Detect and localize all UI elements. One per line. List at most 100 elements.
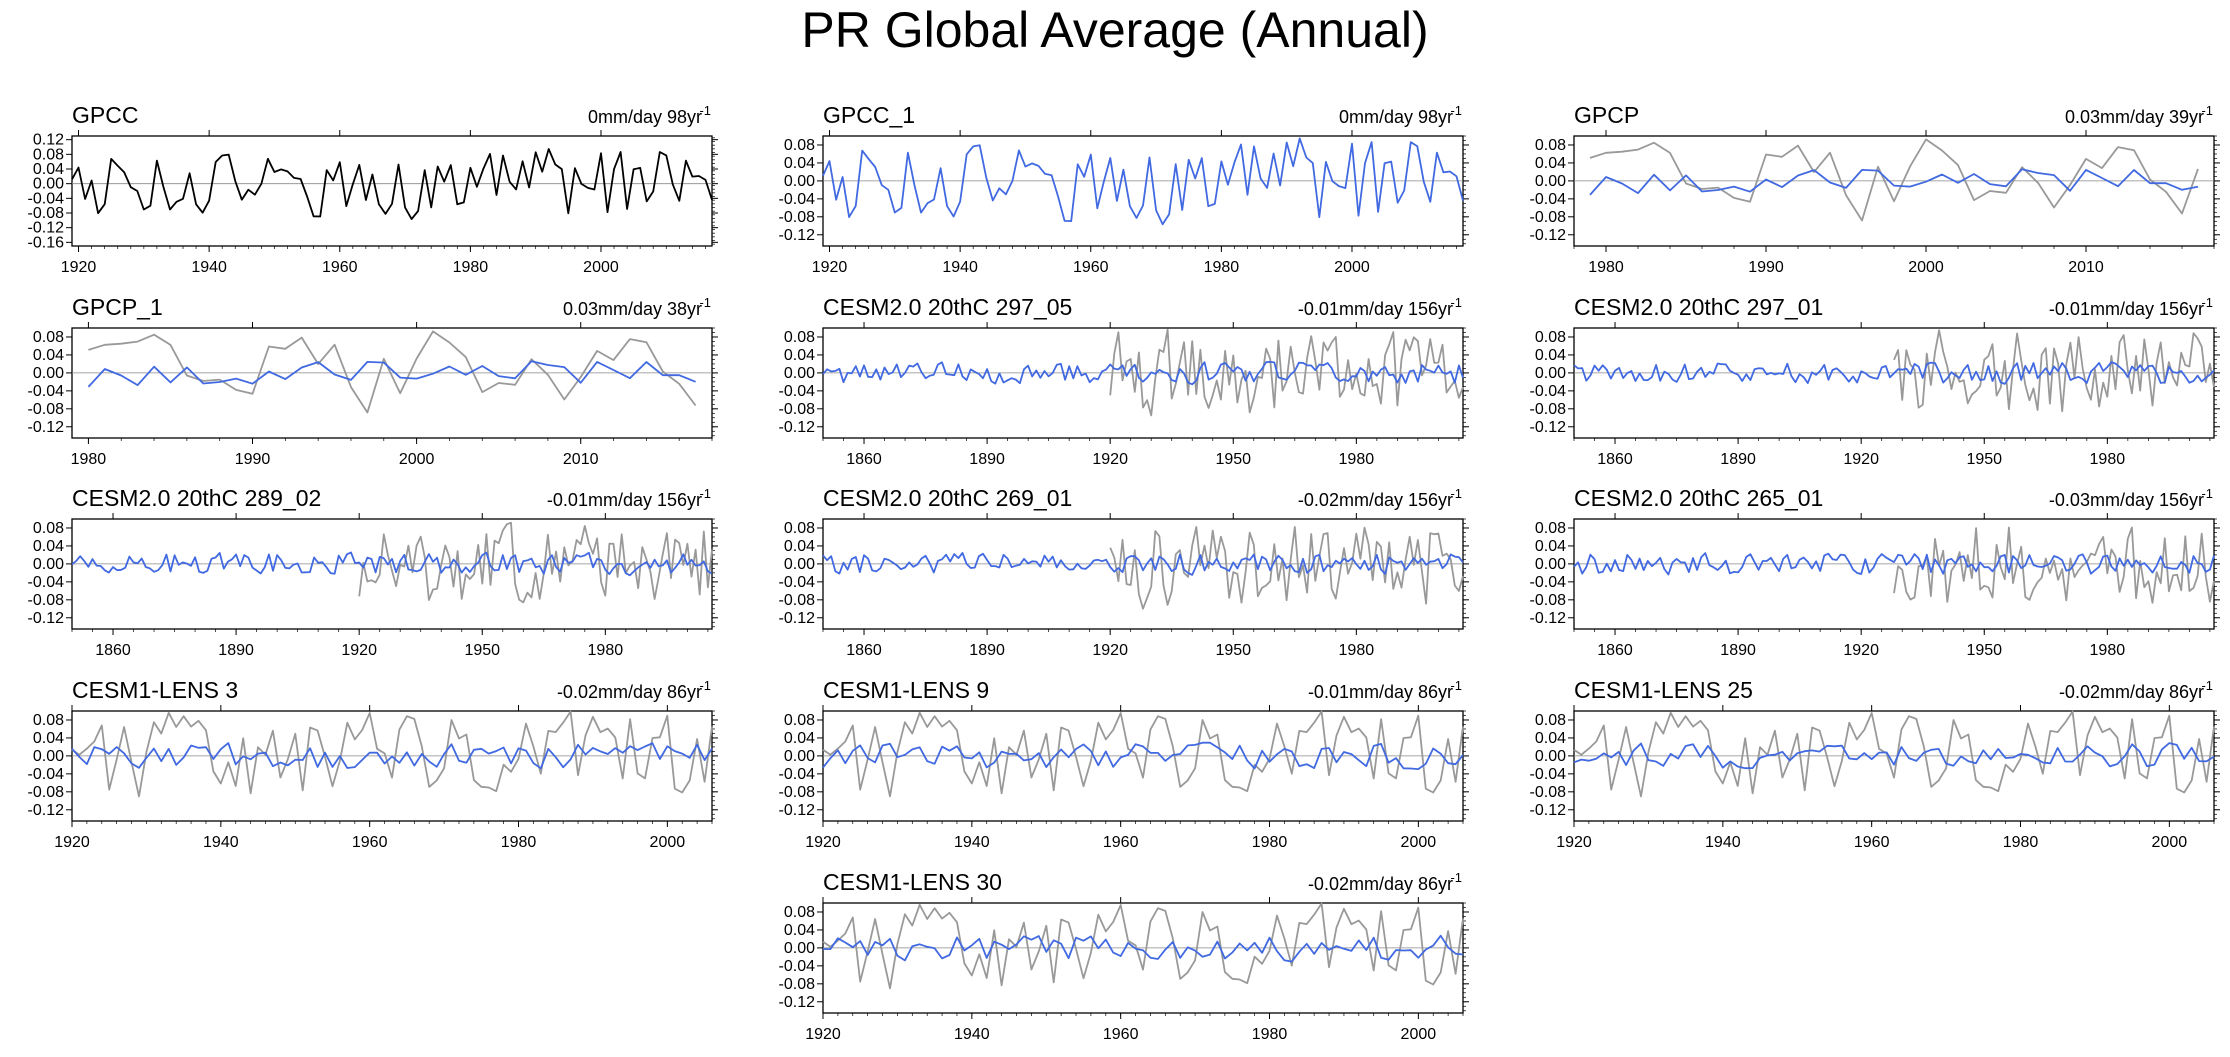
plot-frame xyxy=(822,327,1464,439)
x-tick-label: 1860 xyxy=(1597,451,1633,468)
y-tick-label: -0.08 xyxy=(28,205,65,222)
panel-trend: 0.03mm/day 39yr xyxy=(2065,107,2204,127)
panel-trend-sup: -1 xyxy=(1450,870,1462,885)
x-tick-label: 1950 xyxy=(464,642,500,659)
x-tick-label: 2000 xyxy=(583,259,619,276)
panel-trend: -0.01mm/day 156yr xyxy=(547,490,702,510)
panel-title: CESM2.0 20thC 297_01 xyxy=(1574,294,1823,320)
plot-frame xyxy=(71,135,713,247)
y-tick-label: -0.08 xyxy=(779,401,816,418)
x-tick-label: 1980 xyxy=(1252,834,1288,851)
series-line-reference xyxy=(1893,526,2215,604)
x-tick-label: 1920 xyxy=(341,642,377,659)
y-tick-label: -0.04 xyxy=(1530,191,1567,208)
series-line-model xyxy=(1573,742,2215,770)
panel-trend-sup: -1 xyxy=(1450,486,1462,501)
x-tick-label: 1980 xyxy=(588,642,624,659)
y-tick-label: -0.04 xyxy=(779,766,816,783)
y-tick-label: 0.04 xyxy=(784,155,815,172)
x-tick-label: 1920 xyxy=(1843,451,1879,468)
x-tick-label: 1960 xyxy=(352,834,388,851)
panel-title: CESM2.0 20thC 297_05 xyxy=(823,294,1072,320)
panel-trend-sup: -1 xyxy=(2201,486,2213,501)
panel-trend: -0.02mm/day 86yr xyxy=(557,682,702,702)
y-tick-label: -0.12 xyxy=(779,610,816,627)
plot-frame xyxy=(1573,518,2215,630)
panel-title: CESM1-LENS 3 xyxy=(72,677,238,703)
panel-title: CESM2.0 20thC 265_01 xyxy=(1574,485,1823,511)
panel-title: GPCP xyxy=(1574,102,1639,128)
x-tick-label: 1920 xyxy=(1556,834,1592,851)
y-tick-label: -0.08 xyxy=(1530,401,1567,418)
y-tick-label: -0.04 xyxy=(779,383,816,400)
panel-0: GPCC 0mm/day 98yr-10.120.080.040.00-0.04-… xyxy=(28,102,718,276)
panel-7: CESM2.0 20thC 269_01 -0.02mm/day 156yr-1 0… xyxy=(779,485,1469,659)
x-tick-label: 1920 xyxy=(54,834,90,851)
y-tick-label: 0.04 xyxy=(1535,538,1566,555)
panel-title: CESM2.0 20thC 269_01 xyxy=(823,485,1072,511)
y-tick-label: -0.12 xyxy=(1530,610,1567,627)
y-tick-label: -0.12 xyxy=(28,419,65,436)
panel-trend-sup: -1 xyxy=(699,486,711,501)
y-tick-label: -0.04 xyxy=(779,958,816,975)
panel-9: CESM1-LENS 3 -0.02mm/day 86yr-1 0.080.040.… xyxy=(28,677,718,851)
y-tick-label: -0.04 xyxy=(28,574,65,591)
y-tick-label: -0.08 xyxy=(1530,592,1567,609)
x-tick-label: 1920 xyxy=(1843,642,1879,659)
y-tick-label: -0.08 xyxy=(779,209,816,226)
x-tick-label: 2010 xyxy=(563,451,599,468)
y-tick-label: -0.12 xyxy=(779,802,816,819)
series-line-reference xyxy=(88,330,697,414)
series-line-model xyxy=(822,360,1464,386)
y-tick-label: -0.12 xyxy=(1530,802,1567,819)
series-line-reference xyxy=(1109,328,1464,417)
x-tick-label: 1980 xyxy=(2090,642,2126,659)
plot-frame xyxy=(822,518,1464,630)
y-tick-label: 0.00 xyxy=(784,365,815,382)
panel-trend: -0.02mm/day 156yr xyxy=(1298,490,1453,510)
x-tick-label: 1920 xyxy=(1092,451,1128,468)
y-tick-label: -0.04 xyxy=(28,383,65,400)
y-tick-label: -0.12 xyxy=(779,419,816,436)
y-tick-label: 0.00 xyxy=(1535,365,1566,382)
plot-frame xyxy=(71,327,713,439)
panel-trend-sup: -1 xyxy=(2201,678,2213,693)
panel-title: CESM1-LENS 25 xyxy=(1574,677,1753,703)
y-tick-label: -0.12 xyxy=(1530,419,1567,436)
x-tick-label: 1980 xyxy=(1588,259,1624,276)
panel-trend: -0.01mm/day 86yr xyxy=(1308,682,1453,702)
y-tick-label: 0.04 xyxy=(1535,347,1566,364)
panel-trend-sup: -1 xyxy=(699,295,711,310)
plot-frame xyxy=(71,710,713,822)
y-tick-label: 0.04 xyxy=(33,161,64,178)
series-line-model xyxy=(87,360,696,388)
y-tick-label: -0.08 xyxy=(28,401,65,418)
panel-trend-sup: -1 xyxy=(1450,678,1462,693)
series-line-observed xyxy=(71,148,713,221)
panel-8: CESM2.0 20thC 265_01 -0.03mm/day 156yr-1 0… xyxy=(1530,485,2220,659)
x-tick-label: 1960 xyxy=(1854,834,1890,851)
page-title: PR Global Average (Annual) xyxy=(801,2,1429,58)
x-tick-label: 1860 xyxy=(1597,642,1633,659)
y-tick-label: -0.04 xyxy=(1530,766,1567,783)
y-tick-label: -0.12 xyxy=(28,802,65,819)
series-line-model xyxy=(822,934,1464,963)
x-tick-label: 1940 xyxy=(1705,834,1741,851)
y-tick-label: 0.00 xyxy=(784,940,815,957)
y-tick-label: 0.08 xyxy=(1535,520,1566,537)
x-tick-label: 1980 xyxy=(1252,1026,1288,1043)
y-tick-label: -0.12 xyxy=(28,610,65,627)
panel-trend: -0.02mm/day 86yr xyxy=(2059,682,2204,702)
series-line-reference xyxy=(1589,138,2199,222)
x-tick-label: 1980 xyxy=(2090,451,2126,468)
y-tick-label: -0.16 xyxy=(28,234,65,251)
x-tick-label: 1950 xyxy=(1966,642,2002,659)
x-tick-label: 1960 xyxy=(1103,834,1139,851)
y-tick-label: -0.08 xyxy=(779,976,816,993)
x-tick-label: 1860 xyxy=(95,642,131,659)
y-tick-label: -0.08 xyxy=(28,784,65,801)
x-tick-label: 1940 xyxy=(954,1026,990,1043)
y-tick-label: 0.04 xyxy=(784,538,815,555)
x-tick-label: 1980 xyxy=(2003,834,2039,851)
